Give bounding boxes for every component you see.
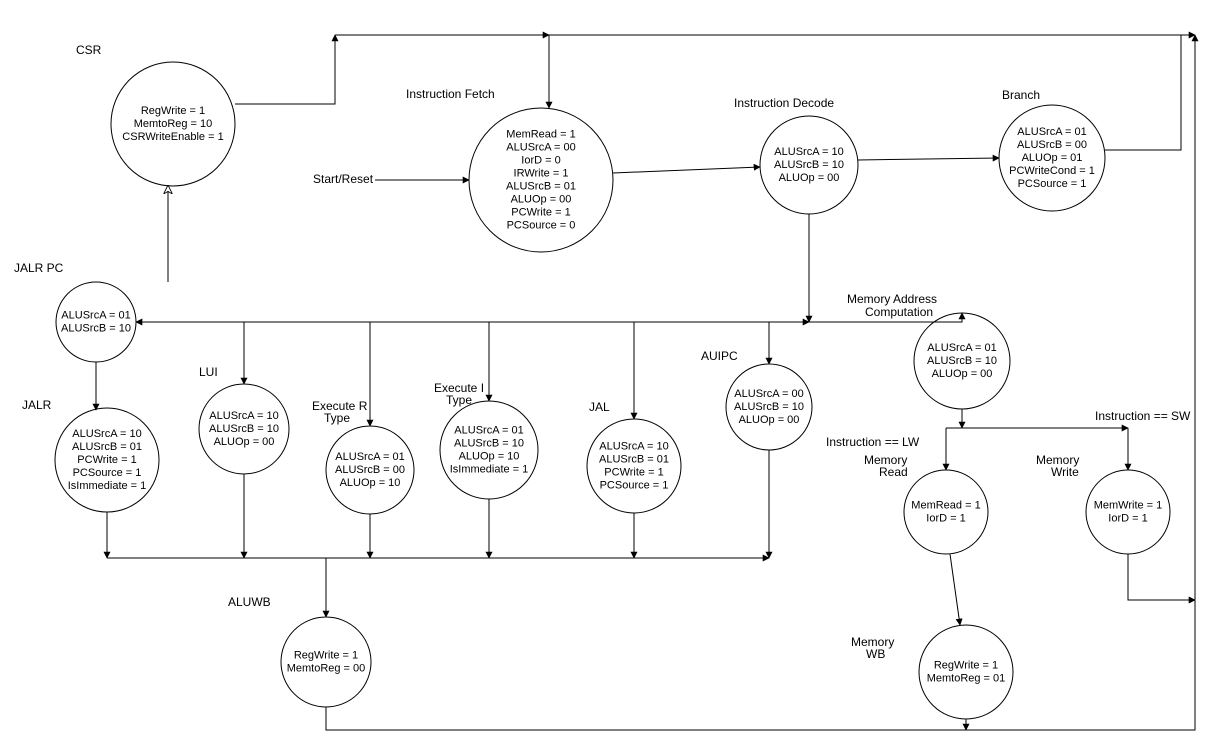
signal-mac-2: ALUOp = 00 — [932, 368, 993, 380]
signal-mread-0: MemRead = 1 — [911, 500, 980, 512]
signal-mac-0: ALUSrcA = 01 — [927, 342, 996, 354]
e-id-branch — [858, 158, 999, 160]
signal-branch-0: ALUSrcA = 01 — [1017, 126, 1086, 138]
signal-ifetch-1: ALUSrcA = 00 — [506, 142, 575, 154]
lw-label: Instruction == LW — [826, 435, 920, 449]
signal-idec-1: ALUSrcB = 10 — [774, 159, 844, 171]
signal-branch-2: ALUOp = 01 — [1022, 152, 1083, 164]
start-label: Start/Reset — [313, 172, 374, 186]
label-auipc: AUIPC — [701, 349, 738, 363]
signal-idec-0: ALUSrcA = 10 — [774, 146, 843, 158]
signal-lui-1: ALUSrcB = 10 — [209, 423, 279, 435]
signal-csr-1: MemtoReg = 10 — [134, 118, 213, 130]
label-exr-2: Type — [324, 411, 350, 425]
signal-ifetch-2: IorD = 0 — [521, 155, 560, 167]
signal-mwrite-1: IorD = 1 — [1108, 513, 1147, 525]
signal-mac-1: ALUSrcB = 10 — [927, 355, 997, 367]
signal-ifetch-3: IRWrite = 1 — [514, 168, 569, 180]
signal-exr-2: ALUOp = 10 — [340, 477, 401, 489]
signal-mwb-1: MemtoReg = 01 — [927, 673, 1006, 685]
label-jal: JAL — [589, 400, 610, 414]
signal-jalr-3: PCSource = 1 — [73, 467, 142, 479]
signal-auipc-1: ALUSrcB = 10 — [734, 401, 804, 413]
signal-jalr-4: IsImmediate = 1 — [68, 480, 147, 492]
e-if-id — [613, 167, 760, 173]
signal-jalr-1: ALUSrcB = 01 — [72, 441, 142, 453]
signal-branch-4: PCSource = 1 — [1018, 178, 1087, 190]
label-jalrpc: JALR PC — [14, 261, 64, 275]
signal-lui-0: ALUSrcA = 10 — [209, 410, 278, 422]
signal-jalrpc-1: ALUSrcB = 10 — [61, 323, 131, 335]
signal-csr-2: CSRWriteEnable = 1 — [122, 131, 223, 143]
signal-exi-3: IsImmediate = 1 — [450, 464, 529, 476]
e-csr-rail — [235, 35, 335, 104]
signal-jalr-2: PCWrite = 1 — [77, 454, 136, 466]
signal-ifetch-0: MemRead = 1 — [506, 129, 575, 141]
fsm-diagram: RegWrite = 1MemtoReg = 10CSRWriteEnable … — [0, 0, 1219, 746]
signal-jalrpc-0: ALUSrcA = 01 — [61, 310, 130, 322]
signal-ifetch-5: ALUOp = 00 — [511, 194, 572, 206]
signal-mwrite-0: MemWrite = 1 — [1094, 500, 1163, 512]
signal-mwb-0: RegWrite = 1 — [934, 660, 998, 672]
signal-lui-2: ALUOp = 00 — [214, 436, 275, 448]
signal-ifetch-7: PCSource = 0 — [507, 220, 576, 232]
label-csr: CSR — [76, 43, 102, 57]
signal-exr-1: ALUSrcB = 00 — [335, 464, 405, 476]
signal-jal-2: PCWrite = 1 — [604, 467, 663, 479]
signal-aluwb-0: RegWrite = 1 — [294, 650, 358, 662]
signal-exi-0: ALUSrcA = 01 — [454, 425, 523, 437]
signal-auipc-0: ALUSrcA = 00 — [734, 388, 803, 400]
signal-aluwb-1: MemtoReg = 00 — [287, 663, 366, 675]
sw-label: Instruction == SW — [1095, 409, 1191, 423]
label-ifetch: Instruction Fetch — [406, 87, 495, 101]
e-mread-mwb — [950, 554, 960, 625]
signal-ifetch-4: ALUSrcB = 01 — [506, 181, 576, 193]
signal-auipc-2: ALUOp = 00 — [739, 414, 800, 426]
signal-jal-1: ALUSrcB = 01 — [599, 454, 669, 466]
e-mwrite-loop — [1128, 554, 1195, 600]
signal-branch-1: ALUSrcB = 00 — [1017, 139, 1087, 151]
signal-exi-1: ALUSrcB = 10 — [454, 438, 524, 450]
label-jalr: JALR — [22, 398, 52, 412]
signal-jal-3: PCSource = 1 — [600, 480, 669, 492]
label-mac-2: Computation — [865, 305, 933, 319]
label-lui: LUI — [199, 365, 218, 379]
signal-exr-0: ALUSrcA = 01 — [335, 451, 404, 463]
signal-exi-2: ALUOp = 10 — [459, 451, 520, 463]
signal-mread-1: IorD = 1 — [926, 513, 965, 525]
label-mread-2: Read — [879, 465, 908, 479]
label-mwb-2: WB — [866, 647, 885, 661]
signal-jalr-0: ALUSrcA = 10 — [72, 428, 141, 440]
label-exi-2: Type — [446, 393, 472, 407]
signal-jal-0: ALUSrcA = 10 — [599, 441, 668, 453]
label-mwrite-2: Write — [1051, 465, 1079, 479]
label-branch: Branch — [1002, 88, 1040, 102]
signal-csr-0: RegWrite = 1 — [141, 105, 205, 117]
label-idec: Instruction Decode — [734, 96, 834, 110]
label-aluwb: ALUWB — [228, 595, 271, 609]
signal-branch-3: PCWriteCond = 1 — [1009, 165, 1095, 177]
label-mac: Memory Address — [847, 292, 937, 306]
signal-ifetch-6: PCWrite = 1 — [511, 207, 570, 219]
signal-idec-2: ALUOp = 00 — [779, 172, 840, 184]
